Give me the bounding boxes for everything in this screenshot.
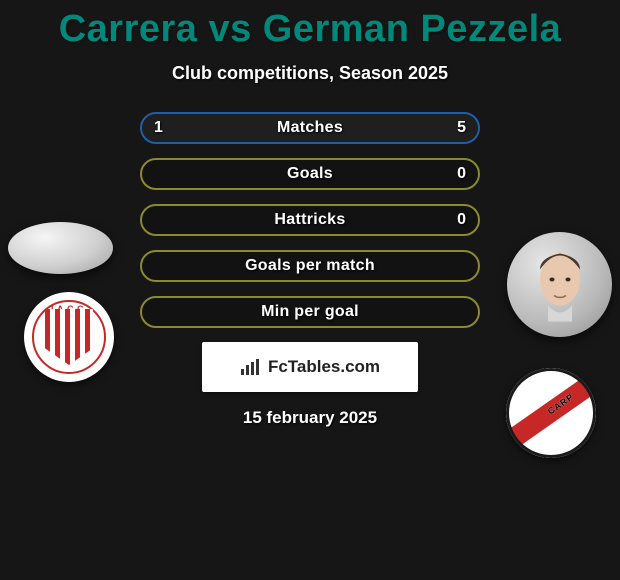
stat-row: 0Hattricks — [140, 204, 480, 236]
stat-label: Matches — [142, 114, 478, 142]
stat-row: Min per goal — [140, 296, 480, 328]
face-icon — [528, 245, 592, 321]
club-right-label: CARP — [545, 391, 575, 416]
stats-area: I.A.C.C. CARP 15Matches 0Goals 0Hattricks G… — [0, 112, 620, 428]
club-left-badge: I.A.C.C. — [24, 292, 114, 382]
page-subtitle: Club competitions, Season 2025 — [0, 63, 620, 84]
club-left-stripes — [45, 309, 93, 365]
stat-row: 15Matches — [140, 112, 480, 144]
stat-label: Goals — [142, 160, 478, 188]
stat-row: Goals per match — [140, 250, 480, 282]
stat-bars: 15Matches 0Goals 0Hattricks Goals per match… — [140, 112, 480, 328]
player-right-avatar — [507, 232, 612, 337]
chart-icon — [240, 358, 262, 376]
club-right-badge: CARP — [506, 368, 596, 458]
club-right-sash — [506, 368, 596, 456]
brand-logo: FcTables.com — [202, 342, 418, 392]
stat-row: 0Goals — [140, 158, 480, 190]
stat-label: Goals per match — [142, 252, 478, 280]
page-title: Carrera vs German Pezzela — [0, 0, 620, 51]
player-left-avatar — [8, 222, 113, 274]
stat-label: Min per goal — [142, 298, 478, 326]
brand-text: FcTables.com — [268, 357, 380, 377]
stat-label: Hattricks — [142, 206, 478, 234]
